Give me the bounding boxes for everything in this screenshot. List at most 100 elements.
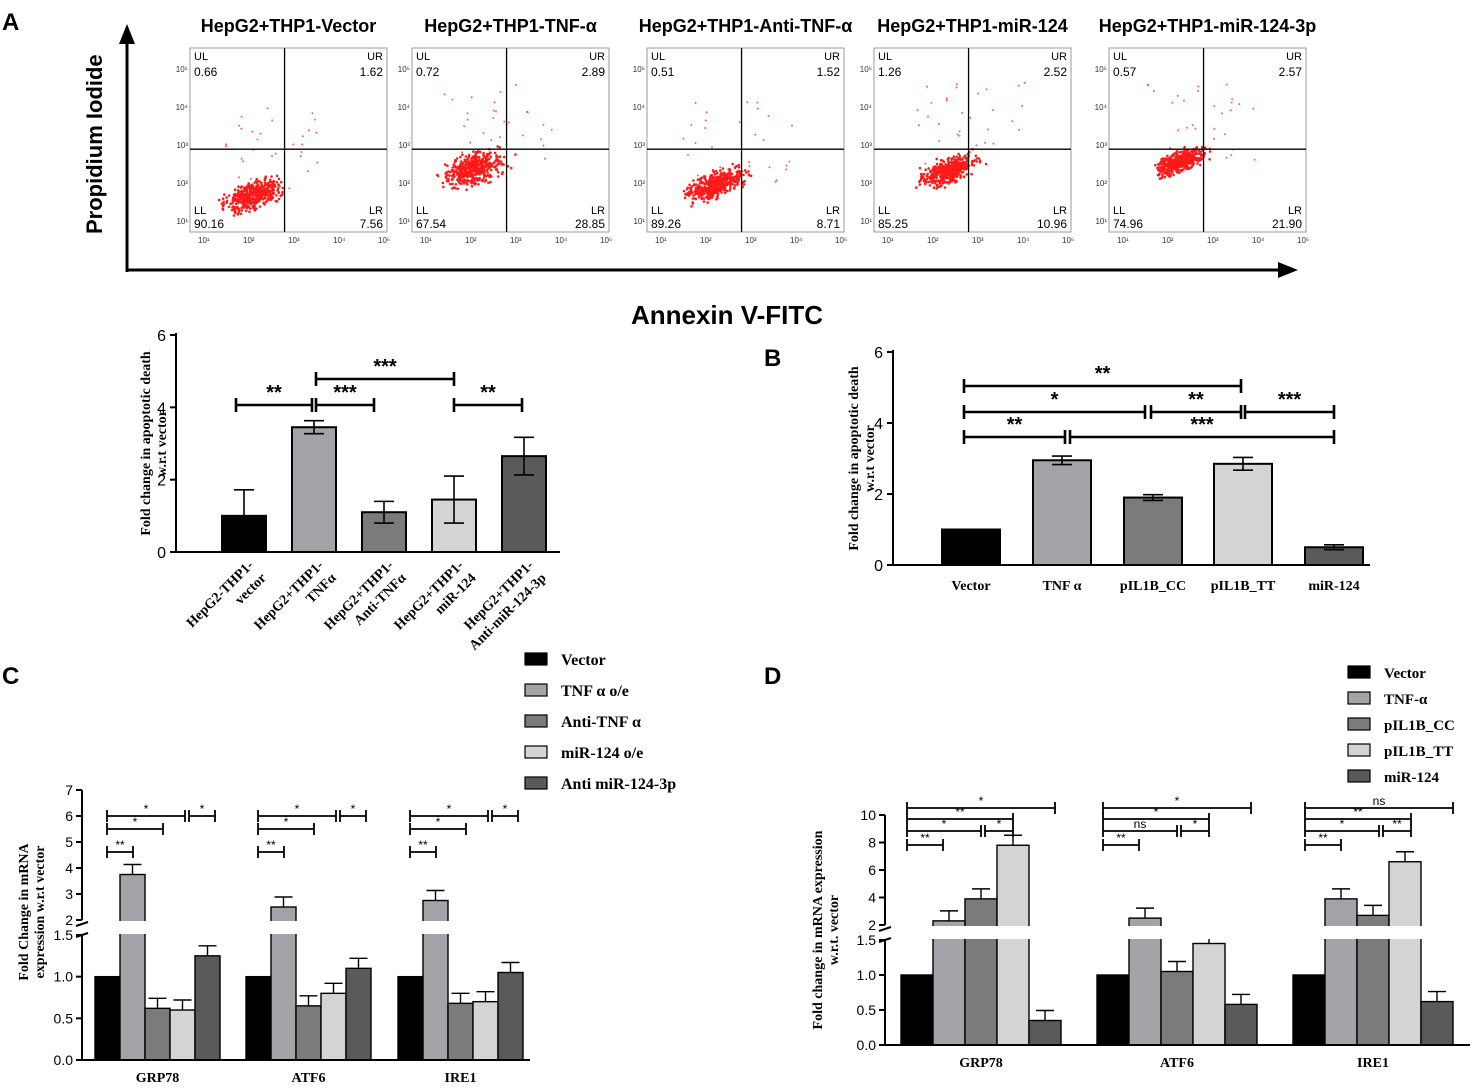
flow-dot [756, 101, 759, 104]
flow-dot [935, 171, 938, 175]
flow-dot [958, 130, 961, 133]
x-category-label: HepG2+THP1-miR-124 [392, 558, 480, 646]
flow-plot-5: HepG2+THP1-miR-124-3p UL 0.57 UR 2.57 LL74.96… [1095, 16, 1317, 245]
flow-dot [933, 174, 936, 178]
flow-dot [243, 189, 247, 193]
flow-dot [493, 151, 497, 155]
flow-plot-frame [189, 47, 388, 233]
sig-label: * [200, 802, 205, 816]
flow-dot [1170, 168, 1173, 171]
y-tick-label: 6 [65, 808, 73, 824]
flow-dot [251, 185, 255, 189]
flow-dot [236, 189, 240, 192]
sig-label: ** [1007, 414, 1023, 436]
y-title-line: w.r.t. vector [827, 895, 842, 965]
flow-dot [526, 111, 529, 114]
flow-dot [933, 181, 937, 185]
flow-dot [1165, 168, 1168, 171]
flow-dot [946, 180, 949, 184]
flow-dot [949, 169, 952, 172]
flow-dot [940, 171, 944, 174]
flow-dot [217, 198, 221, 202]
flow-dot [1230, 101, 1233, 104]
flow-dot [963, 162, 967, 165]
flow-dot [940, 167, 944, 171]
sig-label: ** [1188, 389, 1204, 411]
legend-label: Vector [561, 652, 606, 669]
flow-dot [692, 179, 695, 182]
flow-dot [1156, 163, 1160, 166]
flow-dot [237, 185, 240, 188]
flow-dot [457, 171, 460, 174]
y-tick-label: 5 [65, 834, 73, 850]
flow-dot [1177, 169, 1181, 172]
x-tick-label: 10¹ [655, 236, 667, 245]
flow-dot [975, 160, 978, 163]
flow-dot [256, 138, 259, 141]
flow-dot [688, 183, 691, 187]
flow-dot [1178, 171, 1181, 175]
flow-dot [490, 139, 493, 142]
flow-dot [737, 166, 740, 169]
flow-dot [233, 205, 237, 209]
flow-dot [240, 209, 244, 212]
x-tick-label: 10¹ [198, 236, 210, 245]
flow-dot [1178, 158, 1181, 161]
flow-dot [691, 197, 695, 200]
flow-dot [251, 130, 254, 133]
x-category-label: pIL1B_TT [1211, 579, 1276, 594]
flow-dot [693, 197, 697, 200]
flow-dot [708, 177, 712, 180]
flow-dot [706, 190, 709, 194]
legend-swatch [524, 745, 548, 759]
flow-dot [237, 208, 241, 212]
y-title-line: Fold Change in mRNA [17, 842, 32, 980]
y-tick-label: 4 [868, 890, 876, 906]
flow-dot [715, 191, 719, 195]
axis-gap [93, 921, 224, 934]
flow-dot [1208, 158, 1211, 161]
quadrant-name-ll: LL [1113, 205, 1125, 217]
flow-dot [736, 171, 739, 174]
flow-dot [748, 161, 751, 164]
flow-dot [274, 152, 277, 155]
x-category-label: Vector [951, 579, 990, 594]
flow-dot [474, 177, 477, 180]
flow-dot [914, 186, 918, 189]
flow-dot [710, 182, 713, 185]
y-tick-label: 10³ [1095, 141, 1107, 150]
flow-dot [959, 176, 962, 179]
sig-label: ** [418, 838, 428, 852]
flow-dot [261, 190, 265, 194]
flow-dot [745, 171, 748, 174]
flow-dot [1198, 163, 1202, 167]
flow-dot [495, 159, 499, 163]
flow-dot [768, 166, 771, 169]
bar [447, 1002, 474, 1061]
flow-dot [742, 183, 746, 186]
y-tick-label: 10² [633, 179, 645, 188]
flow-dot [466, 175, 469, 179]
flow-dot [1230, 154, 1233, 157]
x-tick-label: 10⁴ [555, 236, 568, 245]
flow-dot [272, 179, 276, 183]
flow-dot [953, 167, 957, 171]
flow-dot [481, 160, 485, 163]
bar [472, 1000, 499, 1061]
flow-dot [507, 121, 510, 124]
flow-dot [463, 178, 466, 181]
flow-dot [775, 179, 778, 182]
y-tick-label: 0.5 [54, 1010, 74, 1026]
flow-dot [447, 170, 451, 173]
flow-dot [704, 179, 708, 182]
flow-dot [288, 187, 291, 190]
flow-dot [1154, 163, 1157, 167]
flow-dot [961, 158, 964, 161]
flow-dot [489, 180, 492, 184]
legend-label: TNF-α [1384, 692, 1428, 708]
flow-dot [464, 155, 468, 158]
flow-dot [924, 162, 927, 165]
sig-label: * [447, 802, 452, 816]
flow-dot [1175, 150, 1179, 153]
